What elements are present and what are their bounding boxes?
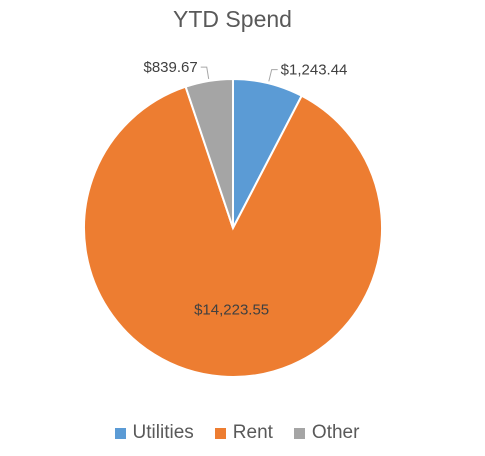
legend-swatch-utilities <box>114 427 126 439</box>
pie-slice-other <box>184 77 234 229</box>
data-label-utilities: $1,243.44 <box>281 62 348 79</box>
legend-label-rent: Rent <box>232 422 273 443</box>
legend-swatch-other <box>293 427 305 439</box>
legend-swatch-rent <box>214 427 226 439</box>
leader-line-utilities <box>268 69 278 82</box>
chart-title: YTD Spend <box>173 6 292 32</box>
data-label-rent: $14,223.55 <box>194 302 269 319</box>
pie-slice-rent <box>83 85 383 378</box>
legend-label-utilities: Utilities <box>132 422 194 443</box>
legend-item-other: Other <box>293 422 360 444</box>
data-label-other: $839.67 <box>144 59 198 76</box>
legend-item-rent: Rent <box>214 422 273 444</box>
legend-label-other: Other <box>311 422 360 443</box>
leader-line-other <box>200 66 210 80</box>
legend: Utilities Rent Other <box>0 422 474 444</box>
legend-item-utilities: Utilities <box>114 422 194 444</box>
